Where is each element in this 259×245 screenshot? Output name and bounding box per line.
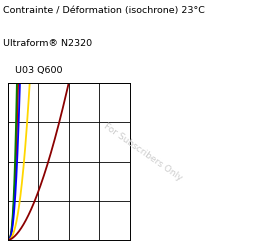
Text: Contrainte / Déformation (isochrone) 23°C: Contrainte / Déformation (isochrone) 23°… — [3, 6, 204, 15]
Text: U03 Q600: U03 Q600 — [3, 66, 62, 75]
Text: Ultraform® N2320: Ultraform® N2320 — [3, 39, 92, 48]
Text: For Subscribers Only: For Subscribers Only — [102, 122, 183, 182]
